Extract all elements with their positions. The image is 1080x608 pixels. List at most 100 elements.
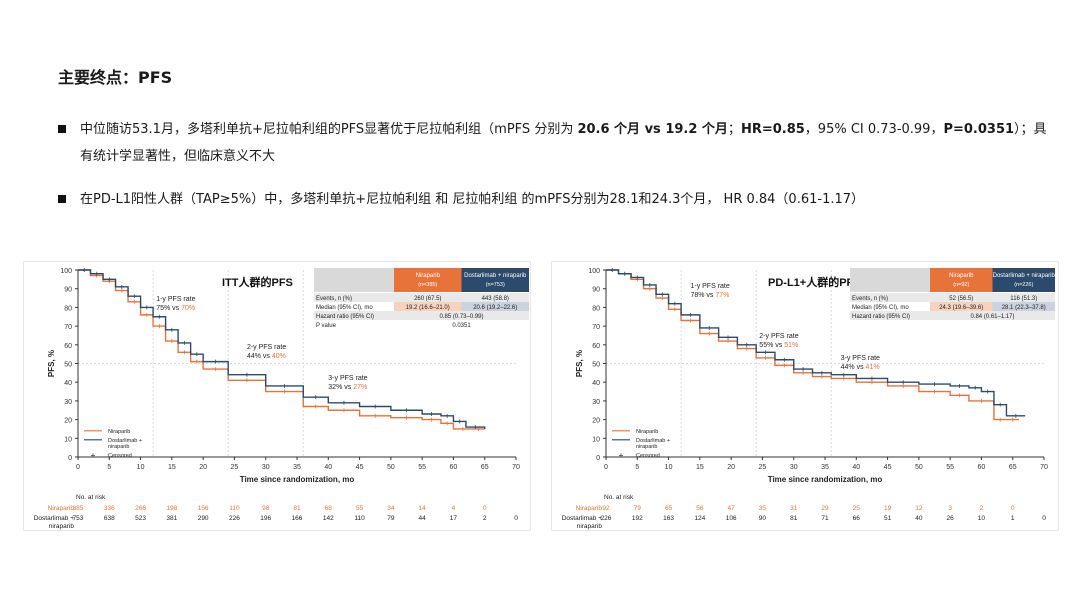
censor-mark [445,413,450,418]
y-tick-label: 30 [64,399,72,406]
bullet-text: 在PD-L1阳性人群（TAP≥5%）中，多塔利单抗+尼拉帕利组 和 尼拉帕利组 … [80,192,865,207]
censor-mark [182,350,187,355]
km-chart-itt: 0 10 20 30 40 50 60 70 80 90 100 0 5 10 15 20 25 30 35 40 45… [24,262,530,530]
chart-title: PD-L1+人群的PFS [768,275,861,289]
censor-mark [998,402,1003,407]
stats-niraparib-value: 24.3 (19.6–39.6) [939,305,983,311]
x-axis-label: Time since randomization, mo [768,475,883,484]
at-risk-value: 81 [293,505,301,512]
censor-mark [194,352,199,357]
bullet1-part2: ； [727,122,741,137]
bullet-itt-summary: 中位随访53.1月，多塔利单抗+尼拉帕利组的PFS显著优于尼拉帕利组（mPFS … [58,116,1048,170]
x-tick-label: 20 [199,464,207,471]
censor-mark [610,268,615,272]
censor-mark [1010,417,1015,422]
y-tick-label: 0 [596,455,600,462]
at-risk-value: 66 [853,515,861,522]
censor-mark [94,271,99,276]
x-tick-label: 10 [665,464,673,471]
censor-mark [763,355,768,360]
at-risk-value: 26 [947,515,955,522]
censor-mark [82,268,87,272]
at-risk-value: 29 [821,505,829,512]
landmark-label: 1-y PFS rate [156,296,195,303]
censor-mark [107,277,112,282]
stats-header-combo [992,268,1055,292]
stats-combo-value: 443 (58.8) [482,296,509,302]
x-tick-label: 0 [76,464,80,471]
censor-mark [282,389,287,394]
y-tick-label: 90 [592,287,600,294]
censor-mark [132,299,137,304]
censor-mark [182,340,187,345]
censor-mark [313,395,318,400]
y-tick-label: 80 [592,305,600,312]
censor-mark [445,421,450,426]
x-tick-label: 15 [696,464,704,471]
at-risk-row-label: Dostarlimab + [34,515,74,522]
stats-row-bg [850,293,1055,302]
censor-mark [282,383,287,388]
landmark-values: 78% vs 77% [690,292,729,299]
legend-combo-label-1: Dostarlimab + [108,438,142,444]
bullet1-median-comparison: 20.6 个月 vs 19.2 个月 [577,122,728,137]
x-tick-label: 70 [512,464,520,471]
landmark-combo-rate: 78% vs [690,292,715,299]
bullet1-part1: 中位随访53.1月，多塔利单抗+尼拉帕利组的PFS显著优于尼拉帕利组（mPFS … [80,122,578,137]
y-tick-label: 50 [592,362,600,369]
at-risk-value: 196 [260,515,271,522]
censor-mark [932,382,937,387]
at-risk-value: 19 [884,505,892,512]
stats-row-bg [314,311,529,320]
at-risk-value: 226 [229,515,240,522]
at-risk-value: 31 [790,505,798,512]
y-tick-label: 80 [64,305,72,312]
censor-mark [647,282,652,287]
x-tick-label: 40 [852,464,860,471]
legend-censored-label: Censored [108,453,132,459]
stats-header-niraparib-name: Niraparib [416,273,441,279]
x-tick-label: 50 [387,464,395,471]
landmark-label: 2-y PFS rate [247,344,286,351]
at-risk-row-label-2: niraparib [49,523,75,530]
censor-mark [869,376,874,381]
stats-row-label: Hazard ratio (95% CI) [316,314,374,320]
landmark-label: 3-y PFS rate [328,375,367,382]
legend-combo-label-1: Dostarlimab + [636,438,670,444]
censor-mark [473,425,478,430]
landmark-combo-rate: 32% vs [328,384,353,391]
censor-mark [169,327,174,332]
at-risk-value: 163 [663,515,674,522]
stats-niraparib-value: 19.2 (16.6–21.0) [406,305,450,311]
censor-mark [901,380,906,385]
landmark-values: 44% vs 40% [247,353,286,360]
at-risk-value: 0 [1042,515,1046,522]
at-risk-row-label: Niraparib [576,505,603,512]
at-risk-value: 51 [884,515,892,522]
y-tick-label: 100 [60,268,72,275]
stats-combo-value: 28.1 (22.3–37.8) [1002,305,1046,311]
x-tick-label: 40 [324,464,332,471]
censor-mark [744,342,749,347]
x-tick-label: 55 [418,464,426,471]
at-risk-value: 381 [166,515,177,522]
x-tick-label: 60 [978,464,986,471]
censor-mark [841,376,846,381]
at-risk-value: 523 [135,515,146,522]
at-risk-value: 110 [229,505,240,512]
censor-mark [647,286,652,291]
stats-header-niraparib-n: (n=92) [953,282,969,288]
at-risk-value: 47 [728,505,736,512]
legend-censored-label: Censored [636,453,660,459]
censor-mark [801,370,806,375]
censor-mark [726,339,731,344]
censor-mark [132,294,137,299]
at-risk-value: 106 [726,515,737,522]
stats-row-value: 0.84 (0.61–1.17) [970,314,1014,320]
censor-mark [869,380,874,385]
censor-mark [213,359,218,364]
y-axis-label: PFS, % [47,350,56,377]
at-risk-header: No. at risk [604,494,634,501]
censor-mark [635,275,640,280]
